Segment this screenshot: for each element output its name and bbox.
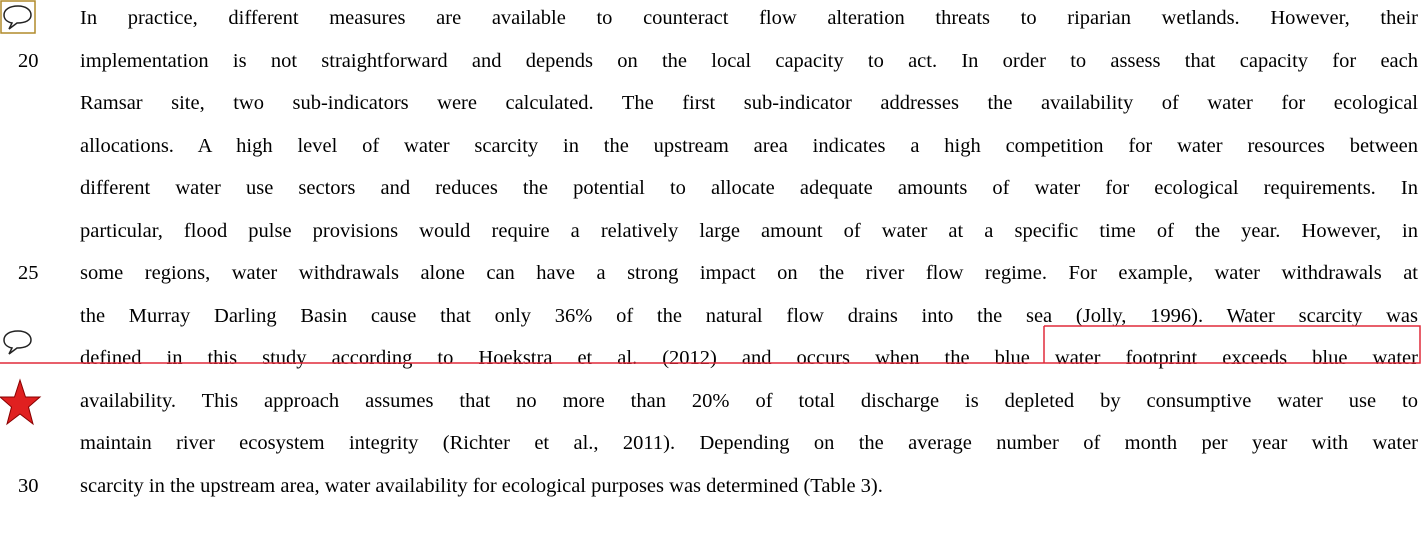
text-line: the Murray Darling Basin cause that only… <box>80 304 1418 327</box>
text-line: allocations. A high level of water scarc… <box>80 134 1418 157</box>
comment-icon[interactable] <box>3 5 32 30</box>
line-number: 25 <box>18 262 39 284</box>
text-line: Ramsar site, two sub-indicators were cal… <box>80 92 1418 114</box>
text-line: different water use sectors and reduces … <box>80 177 1418 199</box>
comment-icon[interactable] <box>3 330 32 355</box>
highlight-outline <box>0 325 1421 364</box>
text-line: some regions, water withdrawals alone ca… <box>80 262 1418 284</box>
line-number: 30 <box>18 474 39 497</box>
text-line: maintain river ecosystem integrity (Rich… <box>80 432 1418 454</box>
text-line: implementation is not straightforward an… <box>80 49 1418 72</box>
text-line: particular, flood pulse provisions would… <box>80 219 1418 242</box>
text-line: availability. This approach assumes that… <box>80 389 1418 412</box>
comment-selection[interactable] <box>0 0 36 34</box>
text-line: In practice, different measures are avai… <box>80 7 1418 29</box>
paragraph: In practice, different measures are avai… <box>80 0 1418 507</box>
star-icon[interactable] <box>0 378 42 426</box>
line-number: 20 <box>18 49 39 72</box>
text-line: scarcity in the upstream area, water ava… <box>80 474 883 497</box>
